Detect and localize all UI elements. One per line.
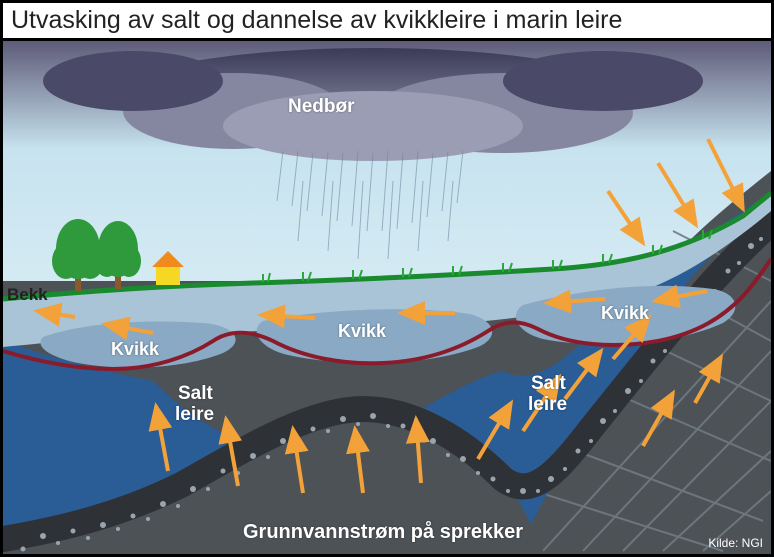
diagram-svg [3, 41, 771, 554]
label-salt-2b: leire [528, 394, 567, 416]
label-salt-1a: Salt [178, 383, 213, 405]
label-nedbor: Nedbør [288, 96, 355, 118]
diagram-canvas: Nedbør Bekk Kvikk Kvikk Kvikk Salt leire… [3, 41, 771, 554]
label-salt-2a: Salt [531, 373, 566, 395]
label-grunnvann: Grunnvannstrøm på sprekker [243, 521, 523, 544]
label-kvikk-2: Kvikk [338, 321, 386, 342]
title-bar: Utvasking av salt og dannelse av kvikkle… [3, 3, 771, 41]
title-text: Utvasking av salt og dannelse av kvikkle… [11, 6, 622, 35]
label-bekk: Bekk [7, 285, 48, 305]
label-kvikk-3: Kvikk [601, 303, 649, 324]
label-kvikk-1: Kvikk [111, 339, 159, 360]
diagram-frame: Utvasking av salt og dannelse av kvikkle… [0, 0, 774, 557]
label-salt-1b: leire [175, 404, 214, 426]
source-label: Kilde: NGI [708, 536, 763, 550]
